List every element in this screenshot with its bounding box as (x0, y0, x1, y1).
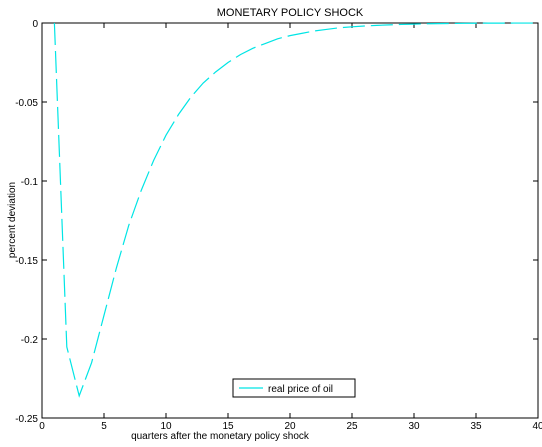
x-tick-label: 10 (160, 421, 172, 432)
y-tick-label: 0 (32, 19, 38, 30)
y-tick-label: -0.1 (21, 177, 39, 188)
x-tick-label: 0 (39, 421, 45, 432)
y-tick-label: -0.2 (21, 335, 39, 346)
legend-box (232, 378, 356, 398)
legend-label: real price of oil (268, 384, 333, 395)
x-tick-label: 15 (222, 421, 234, 432)
y-axis-label: percent deviation (7, 182, 18, 258)
y-tick-label: -0.25 (15, 414, 38, 425)
x-tick-label: 25 (346, 421, 358, 432)
chart-title: MONETARY POLICY SHOCK (217, 7, 364, 19)
x-tick-label: 40 (532, 421, 542, 432)
x-tick-label: 35 (470, 421, 482, 432)
x-tick-label: 5 (101, 421, 107, 432)
plot-area (41, 22, 539, 419)
x-tick-label: 20 (284, 421, 296, 432)
x-axis-label: quarters after the monetary policy shock (131, 431, 310, 442)
series-line-real-price-of-oil (53, 22, 539, 398)
y-axis-ticks: 0 -0.05 -0.1 -0.15 -0.2 -0.25 (15, 19, 538, 425)
y-tick-label: -0.15 (15, 256, 38, 267)
legend: real price of oil (232, 378, 356, 398)
x-axis-ticks: 0 5 10 15 20 25 30 35 40 (39, 23, 542, 432)
y-tick-label: -0.05 (15, 98, 38, 109)
x-tick-label: 30 (408, 421, 420, 432)
